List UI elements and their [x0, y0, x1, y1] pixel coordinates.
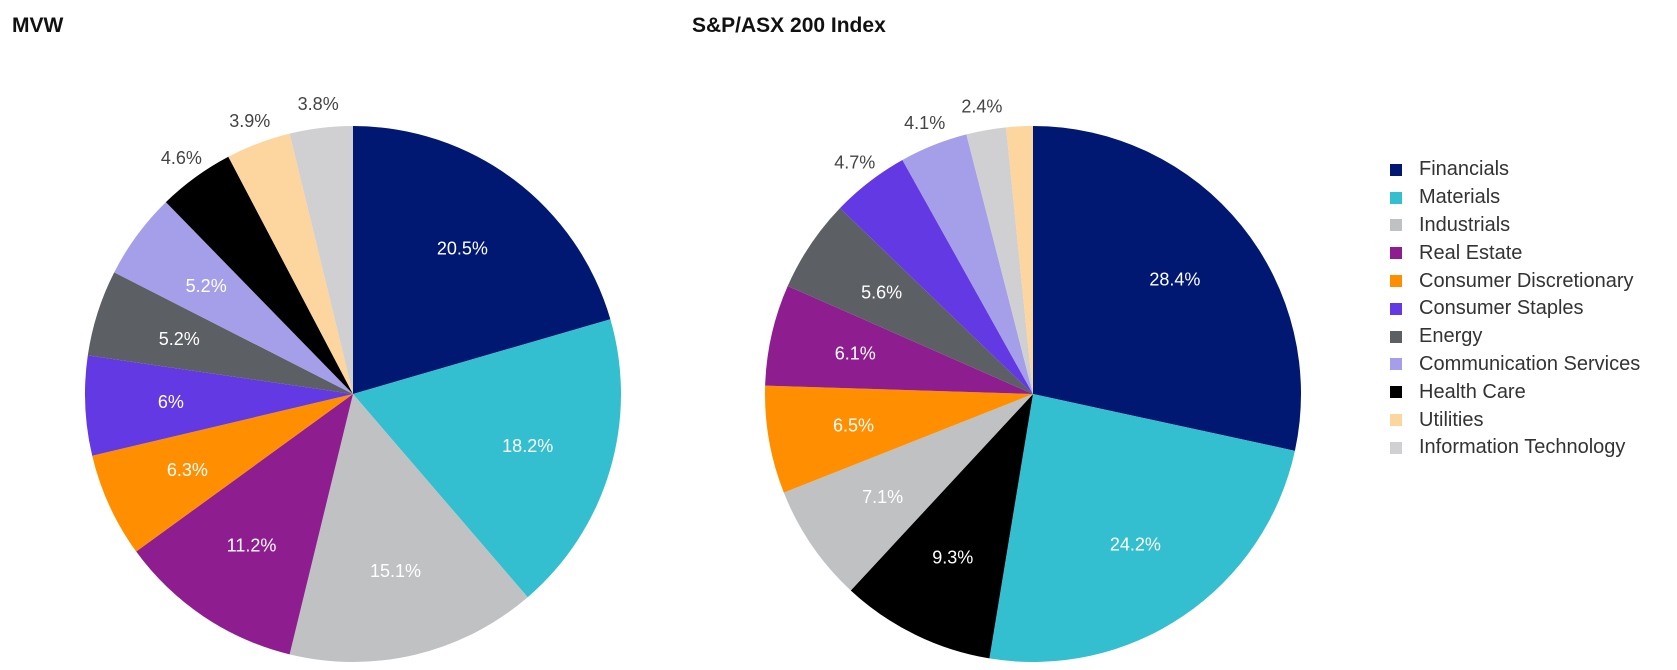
pie-1-slice-consumer-staples[interactable]: [839, 159, 1033, 394]
legend-swatch: [1390, 358, 1402, 371]
pie-1-label-energy: 5.6%: [861, 283, 902, 303]
legend-item-information-technology[interactable]: Information Technology: [1390, 434, 1640, 462]
pie-0-slice-health-care[interactable]: [165, 156, 353, 394]
legend-item-health-care[interactable]: Health Care: [1390, 378, 1640, 406]
pie-0-slice-information-technology[interactable]: [289, 126, 353, 394]
pie-0-label-health-care: 4.6%: [161, 148, 202, 168]
legend-label: Information Technology: [1419, 436, 1626, 459]
pie-1-slice-information-technology[interactable]: [966, 127, 1033, 394]
pie-1-label-consumer-discretionary: 6.5%: [833, 415, 874, 435]
pie-0-label-financials: 20.5%: [437, 238, 488, 258]
pie-1-slice-communication-services[interactable]: [902, 134, 1033, 395]
legend-swatch: [1390, 414, 1402, 427]
pie-1-label-industrials: 7.1%: [862, 487, 903, 507]
legend-item-materials[interactable]: Materials: [1390, 184, 1640, 212]
pie-1-slice-materials[interactable]: [989, 394, 1295, 662]
legend-label: Consumer Staples: [1419, 297, 1584, 320]
pie-1-label-health-care: 9.3%: [932, 548, 973, 568]
pie-1-slice-consumer-discretionary[interactable]: [764, 385, 1033, 493]
legend-item-energy[interactable]: Energy: [1390, 323, 1640, 351]
pie-0-label-real-estate: 11.2%: [227, 535, 277, 555]
pie-chart-0: 20.5% 18.2% 15.1% 11.2% 6.3% 6% 5.2% 5.2% 4.6% 3.…: [84, 94, 622, 663]
chart-title-mvw: MVW: [12, 14, 64, 37]
legend-swatch: [1390, 219, 1402, 232]
legend-label: Energy: [1419, 325, 1483, 348]
legend-item-financials[interactable]: Financials: [1390, 156, 1640, 184]
chart-title-asx200: S&P/ASX 200 Index: [692, 14, 886, 37]
pie-1-slice-utilities[interactable]: [1006, 125, 1033, 394]
pie-0-slice-utilities[interactable]: [228, 133, 353, 394]
pie-0-slice-communication-services[interactable]: [114, 202, 354, 394]
legend-label: Industrials: [1419, 213, 1511, 236]
legend-swatch: [1390, 386, 1402, 399]
pie-0-label-consumer-staples: 6%: [158, 392, 184, 412]
pie-0-label-information-technology: 3.8%: [298, 94, 339, 114]
pie-1-label-materials: 24.2%: [1110, 535, 1161, 555]
legend: Financials Materials Industrials Real Estat…: [1390, 156, 1640, 462]
pie-0-label-utilities: 3.9%: [229, 111, 270, 131]
pie-0-slice-financials[interactable]: [353, 126, 611, 394]
pie-1-label-financials: 28.4%: [1149, 270, 1200, 290]
pie-1-slice-energy[interactable]: [787, 208, 1033, 394]
legend-item-industrials[interactable]: Industrials: [1390, 212, 1640, 240]
legend-item-real-estate[interactable]: Real Estate: [1390, 239, 1640, 267]
legend-swatch: [1390, 163, 1402, 176]
legend-swatch: [1390, 191, 1402, 204]
legend-label: Materials: [1419, 186, 1501, 209]
legend-label: Communication Services: [1419, 352, 1641, 375]
legend-swatch: [1390, 330, 1402, 343]
pie-1-label-consumer-staples: 4.7%: [834, 153, 875, 173]
pie-0-slice-real-estate[interactable]: [136, 394, 353, 655]
legend-item-utilities[interactable]: Utilities: [1390, 406, 1640, 434]
legend-item-communication-services[interactable]: Communication Services: [1390, 351, 1640, 379]
pie-0-label-energy: 5.2%: [159, 329, 200, 349]
pie-1-slice-health-care[interactable]: [850, 394, 1033, 659]
pie-0-slice-materials[interactable]: [353, 319, 622, 598]
legend-label: Health Care: [1419, 380, 1526, 403]
legend-swatch: [1390, 247, 1402, 260]
pie-1-slice-financials[interactable]: [1033, 126, 1302, 451]
legend-item-consumer-staples[interactable]: Consumer Staples: [1390, 295, 1640, 323]
pie-0-slice-energy[interactable]: [87, 272, 353, 394]
legend-label: Real Estate: [1419, 241, 1523, 264]
pie-1-label-real-estate: 6.1%: [835, 344, 876, 364]
legend-label: Financials: [1419, 158, 1510, 181]
pie-0-slice-consumer-discretionary[interactable]: [92, 394, 354, 552]
pie-1-label-communication-services: 4.1%: [904, 113, 945, 133]
pie-0-label-consumer-discretionary: 6.3%: [167, 460, 208, 480]
pie-1-slice-industrials[interactable]: [783, 394, 1033, 591]
pie-0-label-materials: 18.2%: [502, 436, 553, 456]
pie-0-label-communication-services: 5.2%: [186, 276, 227, 296]
legend-swatch: [1390, 441, 1402, 454]
pie-chart-1: 28.4% 24.2% 9.3% 7.1% 6.5% 6.1% 5.6% 4.7% 4.1% 2.…: [764, 97, 1302, 662]
pie-1-label-information-technology: 2.4%: [961, 97, 1002, 117]
legend-label: Consumer Discretionary: [1419, 269, 1634, 292]
legend-label: Utilities: [1419, 408, 1484, 431]
legend-swatch: [1390, 302, 1402, 315]
pie-1-slice-real-estate[interactable]: [765, 286, 1033, 394]
pie-0-slice-consumer-staples[interactable]: [84, 355, 353, 456]
legend-item-consumer-discretionary[interactable]: Consumer Discretionary: [1390, 267, 1640, 295]
pie-0-slice-industrials[interactable]: [289, 394, 528, 663]
legend-swatch: [1390, 275, 1402, 288]
pie-0-label-industrials: 15.1%: [370, 561, 421, 581]
